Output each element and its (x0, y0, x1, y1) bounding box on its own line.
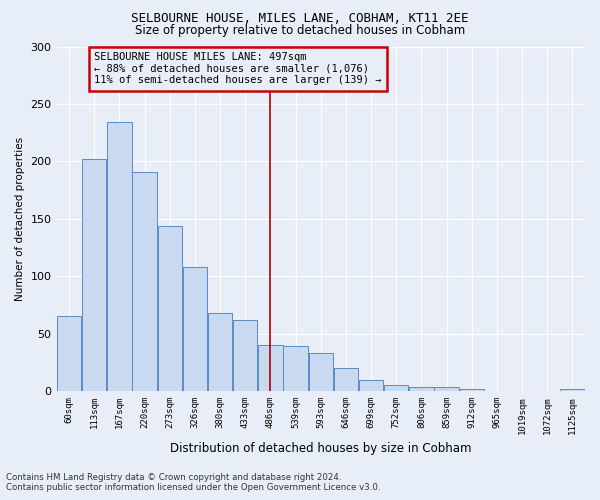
X-axis label: Distribution of detached houses by size in Cobham: Distribution of detached houses by size … (170, 442, 472, 455)
Bar (560, 389, 584, 391)
Bar (384, 386, 409, 391)
Bar (334, 368, 358, 391)
Bar (460, 389, 484, 391)
Bar (107, 122, 131, 391)
Bar (158, 226, 182, 391)
Y-axis label: Number of detached properties: Number of detached properties (15, 137, 25, 301)
Bar (233, 320, 257, 391)
Bar (133, 172, 157, 391)
Bar (409, 386, 434, 391)
Text: Size of property relative to detached houses in Cobham: Size of property relative to detached ho… (135, 24, 465, 37)
Bar (258, 345, 283, 391)
Bar (434, 386, 459, 391)
Text: Contains HM Land Registry data © Crown copyright and database right 2024.
Contai: Contains HM Land Registry data © Crown c… (6, 473, 380, 492)
Bar (82, 159, 106, 391)
Bar (57, 316, 82, 391)
Text: SELBOURNE HOUSE, MILES LANE, COBHAM, KT11 2EE: SELBOURNE HOUSE, MILES LANE, COBHAM, KT1… (131, 12, 469, 26)
Bar (283, 346, 308, 391)
Bar (359, 380, 383, 391)
Text: SELBOURNE HOUSE MILES LANE: 497sqm
← 88% of detached houses are smaller (1,076)
: SELBOURNE HOUSE MILES LANE: 497sqm ← 88%… (94, 52, 382, 86)
Bar (183, 267, 207, 391)
Bar (208, 313, 232, 391)
Bar (308, 354, 333, 391)
